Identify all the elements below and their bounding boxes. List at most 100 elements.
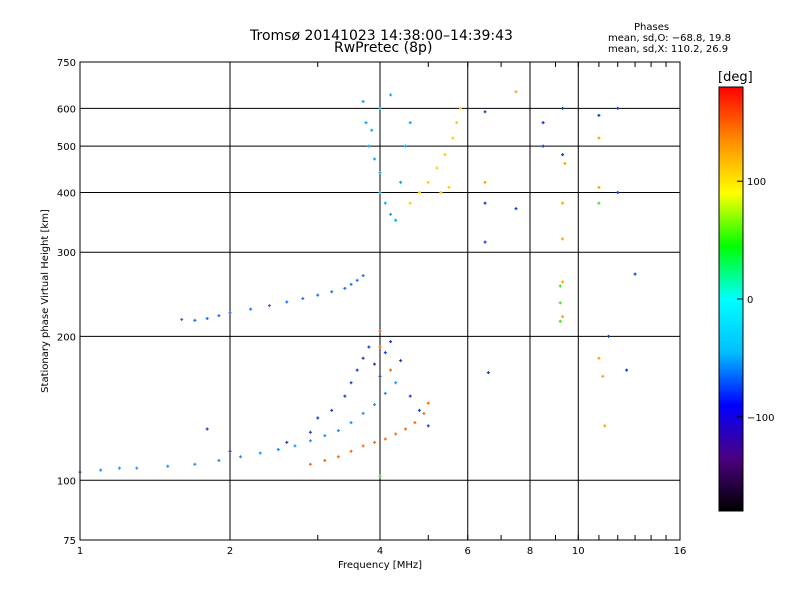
data-point (378, 329, 382, 333)
colorbar-ticks: 100 0 −100 (737, 177, 774, 424)
data-point (426, 401, 430, 405)
y-axis-label: Stationary phase Virtual Height [km] (40, 209, 51, 393)
data-point (625, 368, 629, 372)
data-point (389, 212, 393, 216)
x-axis-ticks: 1 2 4 6 8 10 16 (77, 62, 686, 557)
data-point (217, 314, 221, 318)
data-point (378, 374, 382, 378)
data-point (383, 391, 387, 395)
data-point (378, 345, 382, 349)
data-point (205, 316, 209, 320)
data-point (349, 421, 353, 425)
data-point (117, 466, 121, 470)
x-tick-label: 8 (527, 546, 533, 557)
data-point (439, 190, 443, 194)
data-point (99, 468, 103, 472)
data-point (413, 421, 417, 425)
data-point (514, 207, 518, 211)
y-tick-label: 200 (57, 332, 76, 343)
data-point (249, 307, 253, 311)
data-point (370, 128, 374, 132)
data-point (426, 424, 430, 428)
y-tick-label: 100 (57, 476, 76, 487)
colorbar-unit-label: [deg] (718, 70, 753, 85)
data-point (616, 190, 620, 194)
data-point (394, 381, 398, 385)
data-point (417, 408, 421, 412)
data-point (349, 381, 353, 385)
data-point (135, 466, 139, 470)
data-point (239, 455, 243, 459)
x-tick-label: 2 (227, 546, 233, 557)
data-point (408, 201, 412, 205)
y-tick-label: 600 (57, 104, 76, 115)
data-point (205, 427, 209, 431)
colorbar-tick-label: −100 (747, 413, 774, 424)
data-point (378, 106, 382, 110)
data-point (349, 449, 353, 453)
data-point (455, 121, 459, 125)
data-point (483, 201, 487, 205)
data-point (422, 411, 426, 415)
data-point (389, 93, 393, 97)
data-point (383, 437, 387, 441)
data-point (166, 464, 170, 468)
data-point (561, 237, 565, 241)
data-point (597, 136, 601, 140)
data-point (336, 429, 340, 433)
data-point (330, 408, 334, 412)
data-point (394, 218, 398, 222)
data-point (361, 100, 365, 104)
x-tick-label: 1 (77, 546, 83, 557)
chart-subtitle: RwPretec (8p) (334, 40, 433, 56)
data-point (408, 394, 412, 398)
data-point (389, 340, 393, 344)
data-point (486, 371, 490, 375)
data-point (343, 394, 347, 398)
data-point (616, 106, 620, 110)
data-point (349, 282, 353, 286)
data-point (301, 297, 305, 301)
x-tick-label: 6 (465, 546, 471, 557)
data-point (399, 359, 403, 363)
data-point (483, 180, 487, 184)
data-point (389, 368, 393, 372)
data-point (293, 444, 297, 448)
data-point (276, 447, 280, 451)
data-point (361, 274, 365, 278)
data-point (558, 301, 562, 305)
data-point (355, 368, 359, 372)
phases-x-stats: mean, sd,X: 110.2, 26.9 (608, 44, 729, 55)
y-tick-label: 75 (63, 536, 76, 547)
data-point (193, 462, 197, 466)
data-point (361, 356, 365, 360)
data-point (367, 345, 371, 349)
data-point (403, 427, 407, 431)
data-point (361, 444, 365, 448)
data-point (514, 90, 518, 94)
x-tick-label: 4 (377, 546, 383, 557)
chart-title: Tromsø 20141023 14:38:00–14:39:43 (250, 28, 513, 44)
data-point (399, 180, 403, 184)
x-tick-label: 10 (572, 546, 585, 557)
data-point (180, 317, 184, 321)
data-point (316, 293, 320, 297)
data-point (228, 311, 232, 315)
data-point (447, 185, 451, 189)
data-point (563, 161, 567, 165)
y-axis-ticks: 75 100 200 300 400 500 600 750 (57, 58, 76, 547)
data-points (78, 90, 637, 478)
data-point (483, 110, 487, 114)
data-point (217, 458, 221, 462)
colorbar-tick-label: 100 (747, 177, 766, 188)
data-point (378, 190, 382, 194)
data-point (597, 356, 601, 360)
data-point (443, 153, 447, 157)
data-point (378, 474, 382, 478)
data-point (597, 113, 601, 117)
phases-heading: Phases (634, 22, 670, 33)
data-point (228, 449, 232, 453)
y-tick-label: 750 (57, 58, 76, 69)
data-point (403, 144, 407, 148)
